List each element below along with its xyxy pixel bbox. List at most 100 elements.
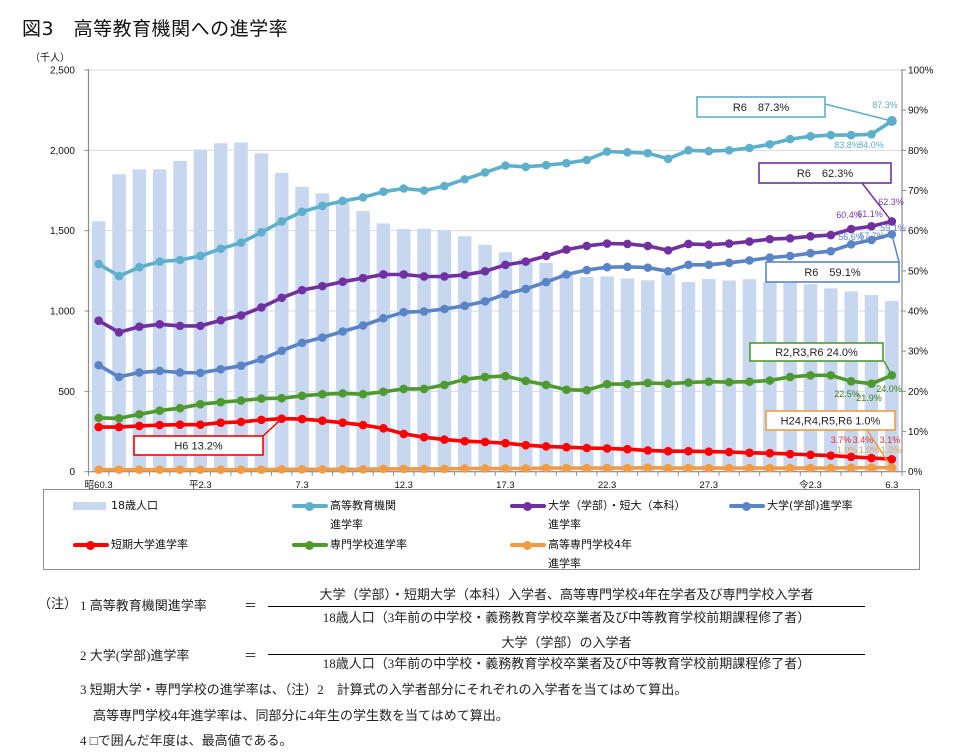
- bar-population-18: [620, 278, 635, 472]
- point-technical-college-4th-year-rate: [663, 463, 673, 473]
- callout-text: R6 87.3%: [733, 102, 789, 114]
- point-higher-education-rate: [419, 186, 429, 195]
- chart-legend: 18歳人口 高等教育機関 進学率 大学（学部）・短大（本科） 進学率 大学(学部)進…: [43, 489, 920, 570]
- point-vocational-school-rate: [765, 376, 775, 385]
- point-higher-education-rate: [460, 174, 470, 184]
- legend-label: 大学(学部)進学率: [767, 496, 853, 515]
- point-junior-college-rate: [114, 422, 124, 432]
- point-junior-college-rate: [582, 443, 592, 453]
- point-technical-college-4th-year-rate: [806, 463, 815, 473]
- bar-population-18: [315, 193, 330, 472]
- formula-1-numerator: 大学（学部）・短期大学（本科）入学者、高等専門学校4年在学者及び専門学校入学者: [319, 587, 814, 602]
- point-university-rate: [379, 313, 388, 323]
- legend-label-line: 大学（学部）・短大（本科）: [548, 499, 686, 512]
- point-technical-college-4th-year-rate: [887, 463, 897, 472]
- point-university-rate: [826, 246, 836, 256]
- point-university-rate: [480, 297, 490, 306]
- point-technical-college-4th-year-rate: [196, 465, 205, 474]
- point-vocational-school-rate: [419, 384, 429, 394]
- point-university-junior-college-rate: [724, 239, 734, 248]
- point-higher-education-rate: [501, 161, 510, 170]
- point-vocational-school-rate: [541, 380, 551, 390]
- point-university-junior-college-rate: [785, 234, 795, 243]
- point-university-junior-college-rate: [114, 328, 124, 337]
- point-university-rate: [114, 372, 124, 382]
- point-higher-education-rate: [358, 193, 368, 202]
- point-higher-education-rate: [135, 262, 144, 272]
- formula-1-equals: ＝: [244, 598, 258, 613]
- point-technical-college-4th-year-rate: [358, 464, 368, 474]
- point-university-rate: [216, 364, 225, 374]
- callout-university-junior-college-rate: R6 62.3%: [758, 162, 893, 222]
- point-vocational-school-rate: [643, 378, 653, 388]
- point-higher-education-rate: [745, 143, 754, 153]
- point-higher-education-rate: [643, 148, 653, 158]
- legend-label-line: 進学率: [330, 518, 363, 531]
- series-vocational-school-rate: [94, 370, 897, 423]
- y-left-tick-label: 1,000: [50, 307, 75, 318]
- bar-population-18: [396, 229, 411, 472]
- point-vocational-school-rate: [94, 413, 103, 423]
- point-junior-college-rate: [399, 429, 409, 439]
- data-label-university-rate: 56.6%: [838, 232, 864, 242]
- point-university-rate: [521, 284, 531, 294]
- point-university-rate: [541, 277, 551, 287]
- legend-line-marker-icon: [510, 496, 546, 515]
- point-higher-education-rate: [765, 140, 775, 149]
- bar-population-18: [193, 149, 208, 472]
- data-label-higher-education-rate: 87.3%: [872, 100, 898, 110]
- point-university-rate: [623, 262, 632, 272]
- point-technical-college-4th-year-rate: [521, 464, 531, 473]
- point-vocational-school-rate: [338, 389, 348, 398]
- point-junior-college-rate: [196, 420, 205, 430]
- point-vocational-school-rate: [277, 393, 287, 403]
- point-junior-college-rate: [379, 424, 388, 433]
- line-technical-college-4th-year-rate: [96, 465, 894, 472]
- point-higher-education-rate: [175, 255, 185, 265]
- point-university-junior-college-rate: [236, 311, 246, 320]
- axes: 0 500 1,000 1,500 2,000 2,500 0% 10% 20% 30% 40% 50…: [30, 52, 934, 491]
- point-higher-education-rate: [663, 154, 673, 164]
- y-left-tick-label: 2,000: [50, 146, 75, 157]
- x-tick-label: 17.3: [496, 480, 515, 491]
- bar-population-18: [478, 244, 492, 472]
- notes-label: （注）: [38, 596, 78, 611]
- point-higher-education-rate: [521, 162, 531, 172]
- data-label-vocational-school-rate: 24.0%: [876, 384, 902, 394]
- point-higher-education-rate: [379, 187, 388, 197]
- point-technical-college-4th-year-rate: [582, 463, 592, 473]
- y-right-tick-label: 0%: [908, 467, 923, 478]
- point-junior-college-rate: [135, 421, 144, 431]
- callout-text: R2,R3,R6 24.0%: [775, 347, 858, 359]
- point-technical-college-4th-year-rate: [643, 463, 653, 472]
- point-university-junior-college-rate: [541, 251, 551, 261]
- data-label-technical-college-4th-year-rate: 1.0%: [881, 445, 902, 455]
- legend-item-vocational-school-rate: 専門学校進学率: [292, 535, 407, 554]
- bar-population-18: [295, 186, 309, 472]
- point-university-junior-college-rate: [379, 270, 388, 279]
- point-university-rate: [257, 354, 266, 364]
- point-vocational-school-rate: [236, 396, 246, 405]
- legend-line-marker-icon: [292, 496, 328, 515]
- point-higher-education-rate: [155, 257, 164, 266]
- point-university-rate: [419, 307, 429, 316]
- data-label-technical-college-4th-year-rate: 1.0%: [859, 445, 880, 455]
- point-higher-education-rate: [318, 201, 327, 211]
- y-right-tick-label: 50%: [908, 266, 928, 277]
- callout-technical-college-4th-year-rate: H24,R4,R5,R6 1.0%: [765, 410, 896, 469]
- point-junior-college-rate: [562, 442, 571, 452]
- point-university-junior-college-rate: [94, 316, 103, 325]
- bar-population-18: [234, 142, 248, 472]
- legend-item-university-junior-college-rate: 大学（学部）・短大（本科） 進学率: [510, 496, 686, 534]
- point-technical-college-4th-year-rate: [236, 465, 246, 474]
- point-university-rate: [501, 289, 510, 299]
- y-right-tick-label: 70%: [908, 186, 928, 197]
- y-right-tick-label: 40%: [908, 307, 928, 318]
- callout-leader-line: [866, 429, 893, 469]
- point-technical-college-4th-year-rate: [562, 463, 571, 473]
- legend-line-marker-icon: [73, 535, 109, 554]
- bar-population-18: [112, 174, 126, 472]
- formula-2-fraction: 大学（学部）の入学者 18歳人口（3年前の中学校・義務教育学校卒業者及び中等教育…: [268, 635, 865, 685]
- point-vocational-school-rate: [745, 377, 754, 387]
- point-vocational-school-rate: [704, 377, 714, 387]
